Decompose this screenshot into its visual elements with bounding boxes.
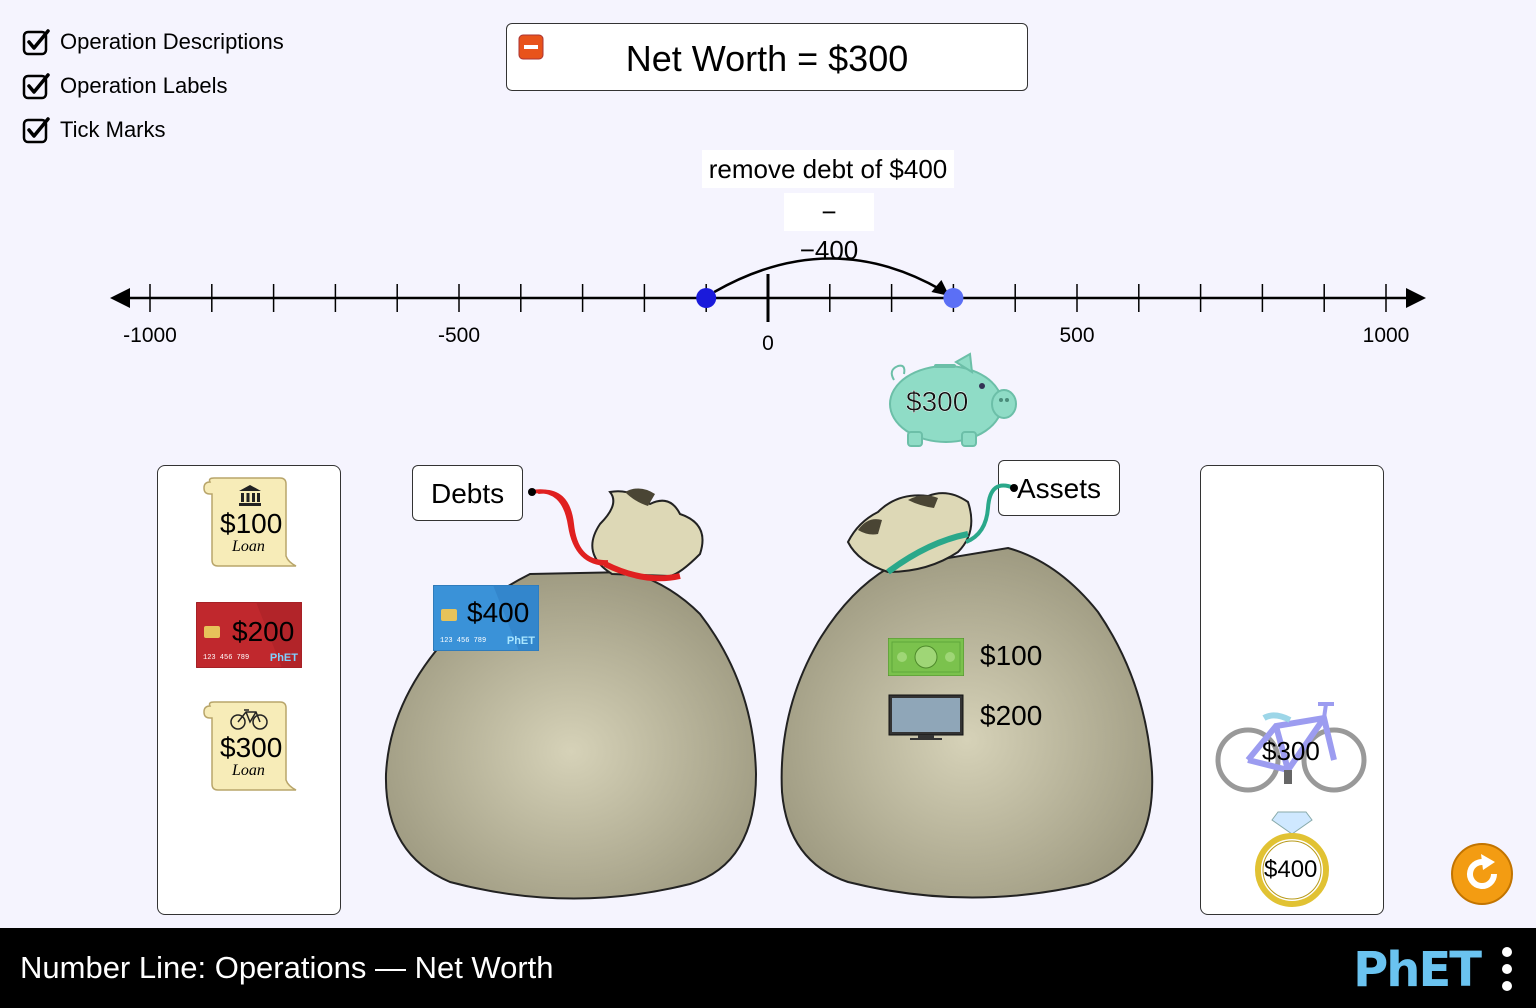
- operation-arrow: [713, 257, 943, 294]
- credit-card-item[interactable]: $400 123 456 789 PhET: [432, 584, 540, 652]
- cash-item[interactable]: $100: [887, 637, 1058, 678]
- debts-string: [528, 488, 609, 566]
- piggy-bank: $300: [886, 352, 1020, 450]
- card-number: 123 456 789: [203, 654, 250, 662]
- reset-all-button[interactable]: [1450, 842, 1514, 906]
- checkbox-label: Operation Labels: [60, 73, 228, 98]
- left-arrowhead-icon: [110, 288, 130, 308]
- tick-label: -500: [438, 324, 480, 347]
- checkbox-label: Tick Marks: [60, 117, 166, 142]
- tick-label: -1000: [123, 324, 177, 347]
- checkbox-tick-marks[interactable]: Tick Marks: [22, 108, 284, 152]
- loan-item[interactable]: $100 Loan: [200, 476, 300, 568]
- operation-arrowhead-icon: [931, 280, 950, 296]
- credit-card-item[interactable]: $200 123 456 789 PhET: [195, 601, 303, 669]
- debts-bag: [384, 488, 758, 900]
- tick-label: 0: [762, 332, 774, 355]
- ring-value: $400: [1264, 856, 1318, 883]
- checkbox-operation-descriptions[interactable]: Operation Descriptions: [22, 20, 284, 64]
- tv-value: $200: [980, 700, 1043, 731]
- sim-title: Number Line: Operations — Net Worth: [20, 950, 554, 985]
- checkbox-operation-labels[interactable]: Operation Labels: [22, 64, 284, 108]
- checkbox-group: Operation Descriptions Operation Labels …: [22, 20, 284, 152]
- credit-card-icon: [432, 584, 540, 652]
- scroll-icon: [203, 477, 297, 567]
- checkbox-checked-icon[interactable]: [22, 72, 50, 100]
- tv-icon: [888, 694, 964, 740]
- right-arrowhead-icon: [1406, 288, 1426, 308]
- number-line: -1000 -500 0 500 1000: [110, 257, 1426, 355]
- cash-value: $100: [980, 640, 1043, 671]
- card-brand: PhET: [506, 635, 535, 647]
- credit-card-value: $200: [232, 616, 295, 647]
- assets-bag: [780, 492, 1154, 899]
- tv-item[interactable]: $200: [888, 694, 1058, 742]
- operation-description: remove debt of $400: [702, 150, 954, 188]
- bank-icon: [239, 485, 261, 506]
- checkbox-checked-icon[interactable]: [22, 28, 50, 56]
- loan-item[interactable]: $300 Loan: [200, 700, 300, 792]
- checkbox-label: Operation Descriptions: [60, 29, 284, 54]
- loan-value: $100: [220, 508, 283, 539]
- operation-label: − −400: [784, 193, 874, 265]
- card-brand: PhET: [269, 652, 298, 664]
- phet-logo[interactable]: PhET: [1353, 942, 1482, 998]
- bicycle-icon: [1215, 702, 1367, 793]
- piggy-bank-icon: [889, 352, 1017, 447]
- bicycle-icon: [230, 709, 268, 730]
- scroll-icon: [203, 701, 297, 791]
- credit-card-value: $400: [467, 597, 530, 628]
- tick-label: 500: [1059, 324, 1094, 347]
- debts-label: Debts: [412, 465, 524, 521]
- ring-icon: [1255, 811, 1329, 907]
- end-point: [943, 288, 964, 308]
- minus-icon[interactable]: [518, 34, 544, 60]
- bicycle-item[interactable]: $300: [1214, 698, 1368, 794]
- phet-logo-text: PhET: [1353, 942, 1482, 998]
- loan-sublabel: Loan: [232, 762, 265, 779]
- net-worth-panel: Net Worth = $300: [506, 23, 1028, 91]
- navigation-bar: Number Line: Operations — Net Worth PhET: [0, 928, 1536, 1008]
- assets-source-box: [1200, 465, 1384, 915]
- assets-label: Assets: [998, 460, 1121, 516]
- start-point: [696, 288, 717, 308]
- net-worth-text: Net Worth = $300: [625, 38, 909, 79]
- loan-value: $300: [220, 732, 283, 763]
- tick-label: 1000: [1363, 324, 1410, 347]
- cash-icon: [887, 637, 965, 677]
- bicycle-value: $300: [1262, 736, 1320, 766]
- kebab-menu-icon[interactable]: [1500, 946, 1514, 992]
- assets-string: [965, 483, 1018, 544]
- piggy-bank-value: $300: [906, 386, 969, 417]
- card-number: 123 456 789: [440, 637, 487, 645]
- ring-item[interactable]: $400: [1250, 808, 1334, 908]
- loan-sublabel: Loan: [232, 538, 265, 555]
- checkbox-checked-icon[interactable]: [22, 116, 50, 144]
